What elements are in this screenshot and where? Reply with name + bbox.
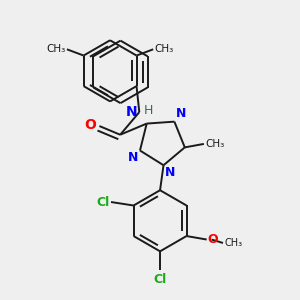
Text: CH₃: CH₃ — [205, 139, 224, 149]
Text: Cl: Cl — [96, 196, 110, 208]
Text: O: O — [85, 118, 97, 132]
Text: CH₃: CH₃ — [154, 44, 174, 54]
Text: N: N — [128, 151, 139, 164]
Text: O: O — [207, 233, 218, 246]
Text: N: N — [165, 166, 175, 179]
Text: Cl: Cl — [153, 272, 167, 286]
Text: H: H — [143, 104, 153, 117]
Text: N: N — [126, 105, 138, 119]
Text: CH₃: CH₃ — [225, 238, 243, 248]
Text: CH₃: CH₃ — [46, 44, 66, 54]
Text: N: N — [176, 106, 186, 120]
